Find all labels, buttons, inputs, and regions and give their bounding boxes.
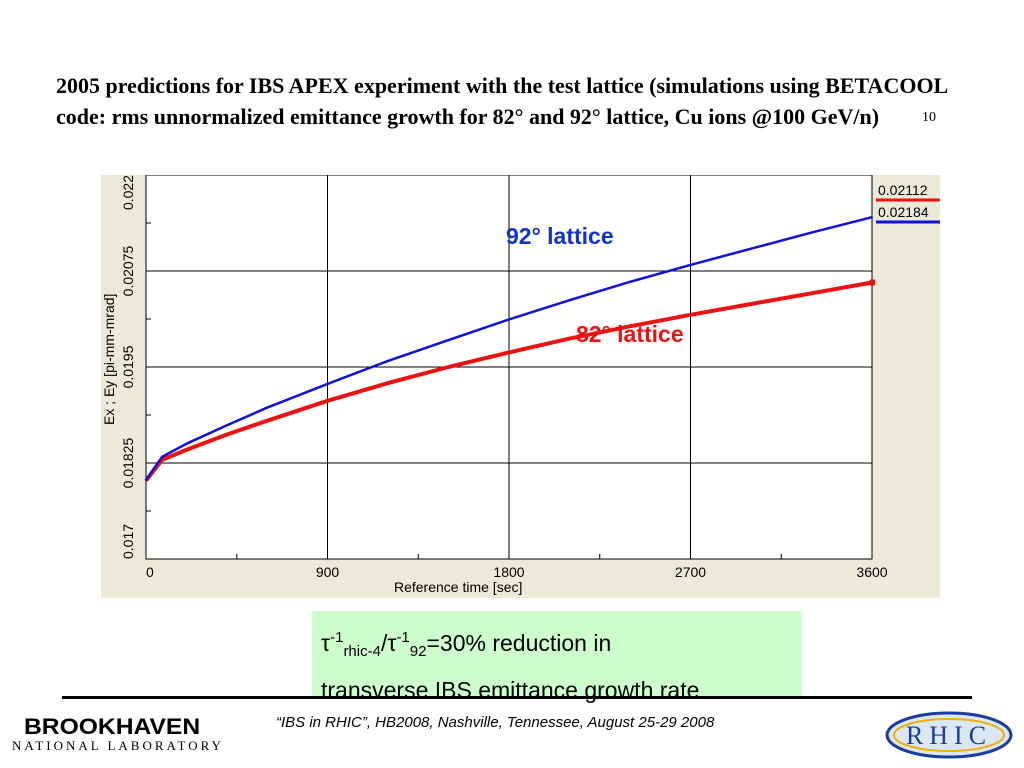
y-tick-label: 0.0195: [120, 345, 136, 388]
info-box: τ-1rhic-4/τ-192=30% reduction in transve…: [312, 611, 802, 703]
slash: /: [380, 630, 388, 656]
x-tick-label: 1800: [493, 564, 524, 580]
data-point: [447, 339, 450, 342]
rhic-logo: RHIC: [885, 711, 1013, 759]
data-point: [225, 433, 228, 436]
annotation-82: 82° lattice: [576, 321, 684, 347]
data-point: [810, 231, 813, 234]
data-point: [689, 263, 692, 266]
y-axis-label: Ex ; Ey [pi-mm-mrad]: [101, 294, 117, 425]
data-point: [326, 382, 329, 385]
x-tick-label: 2700: [675, 564, 706, 580]
data-point: [185, 448, 188, 451]
data-point: [387, 359, 389, 362]
data-point: [326, 399, 329, 402]
data-point: [447, 366, 450, 368]
series-end-marker: [870, 279, 875, 286]
data-point: [145, 478, 147, 481]
brookhaven-logo: BROOKHAVEN NATIONAL LABORATORY: [12, 714, 272, 754]
tau-symbol-2: τ: [387, 630, 397, 656]
slide-title: 2005 predictions for IBS APEX experiment…: [56, 73, 948, 129]
data-point: [871, 216, 873, 219]
x-axis-label: Reference time [sec]: [394, 579, 522, 595]
data-point: [508, 351, 510, 354]
y-tick-label: 0.017: [120, 524, 136, 559]
plot-frame: [145, 175, 873, 560]
info-text-line2: transverse IBS emittance growth rate: [321, 677, 700, 703]
legend-value-82: 0.02112: [878, 182, 928, 198]
lattice-subscript: 92: [409, 643, 427, 660]
data-point: [161, 455, 164, 458]
data-point: [750, 303, 752, 306]
x-tick-label: 900: [316, 564, 340, 580]
data-point: [508, 318, 510, 321]
tau-symbol: τ: [321, 630, 331, 656]
data-point: [629, 325, 631, 328]
footer-divider: [62, 696, 972, 699]
data-point: [225, 424, 228, 427]
data-point: [266, 419, 268, 422]
data-point: [387, 382, 389, 385]
emittance-chart: 0 900 1800 2700 3600 0.017 0.01825 0.0195 0.0207…: [101, 175, 940, 598]
info-text: =30% reduction in: [426, 630, 612, 656]
tau-exponent-2: -1: [396, 629, 410, 646]
y-tick-label: 0.022: [120, 175, 136, 210]
y-tick-label: 0.01825: [120, 437, 136, 488]
slide-number: 10: [922, 110, 936, 125]
x-tick-label: 3600: [856, 564, 887, 580]
data-point: [266, 406, 268, 409]
legend-value-92: 0.02184: [878, 204, 929, 220]
brookhaven-logo-sub: NATIONAL LABORATORY: [12, 738, 224, 753]
data-point: [185, 442, 188, 445]
brookhaven-logo-name: BROOKHAVEN: [24, 714, 201, 739]
footer-citation: “IBS in RHIC”, HB2008, Nashville, Tennes…: [276, 714, 715, 731]
data-point: [689, 313, 692, 316]
y-tick-label: 0.02075: [120, 245, 136, 296]
rhic-logo-text: RHIC: [906, 721, 992, 750]
data-point: [810, 292, 813, 295]
data-point: [750, 247, 752, 250]
annotation-92: 92° lattice: [506, 223, 614, 249]
x-tick-label: 0: [146, 564, 154, 580]
rhic-subscript: rhic-4: [343, 643, 381, 660]
tau-exponent: -1: [330, 629, 344, 646]
data-point: [568, 337, 571, 340]
data-point: [568, 299, 571, 302]
data-point: [629, 280, 631, 283]
